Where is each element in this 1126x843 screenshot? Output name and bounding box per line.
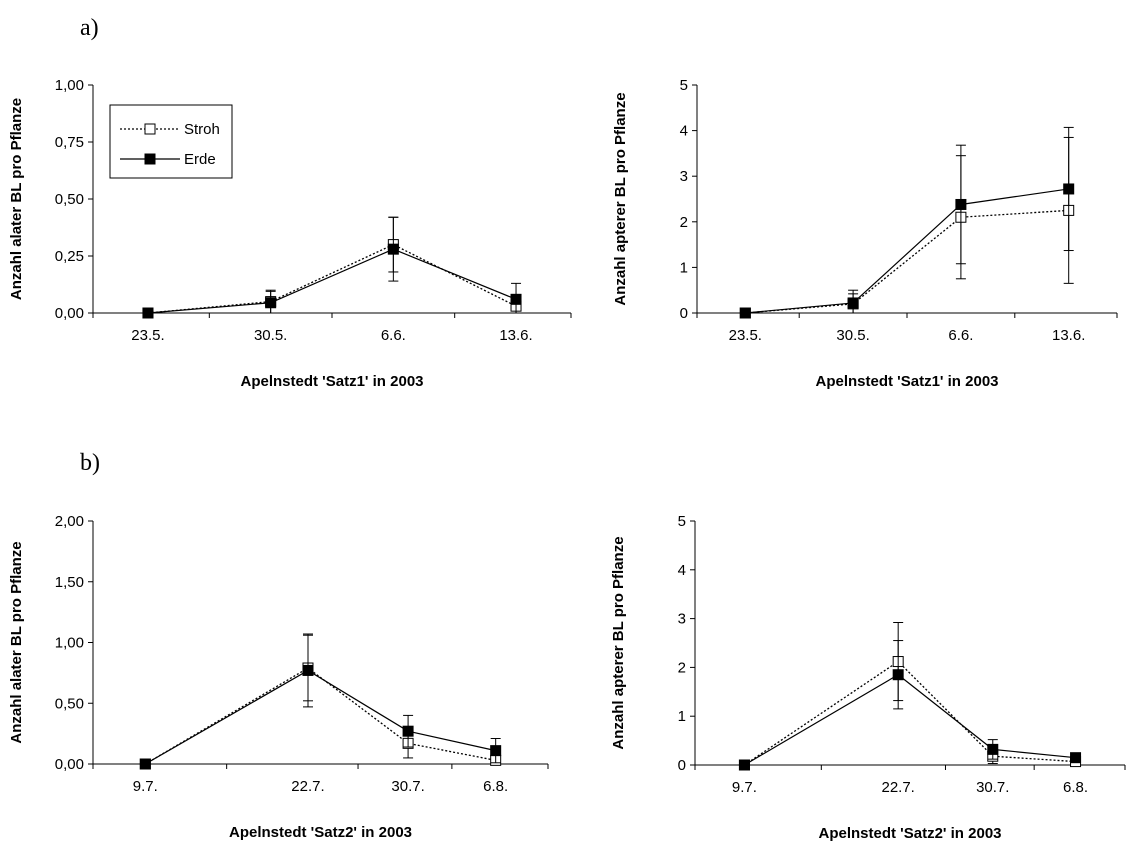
y-tick-label: 0,00 [55,756,84,773]
x-tick-label: 6.8. [483,778,508,795]
x-tick-label: 30.5. [836,327,869,344]
point-erde [1063,183,1075,195]
point-erde [302,664,314,676]
y-axis-title: Anzahl alater BL pro Pflanze [8,98,25,300]
chart-1: 0,00 0,25 0,50 0,75 1,00 23.5. 30.5. 6.6. 13.6. A… [8,77,572,390]
y-tick-label: 2,00 [55,513,84,530]
charts: 0,00 0,25 0,50 0,75 1,00 23.5. 30.5. 6.6. 13.6. A… [8,77,1126,842]
point-erde [739,307,751,319]
series-line-erde [145,669,496,765]
series-line-stroh [144,667,496,765]
x-tick-label: 6.6. [948,327,973,344]
point-erde [387,243,399,255]
x-tick-label: 30.5. [254,327,287,344]
point-erde [142,307,154,319]
y-tick-label: 1,00 [55,635,84,652]
series-stroh [739,136,1075,319]
x-tick-label: 30.7. [391,778,424,795]
point-erde [847,297,859,309]
legend-label-stroh: Stroh [184,121,220,138]
legend-label-erde: Erde [184,151,216,168]
x-axis-title: Apelnstedt 'Satz2' in 2003 [818,825,1001,842]
series-stroh [142,216,522,319]
y-tick-label: 3 [678,611,686,628]
x-tick-label: 6.6. [381,327,406,344]
legend: Stroh Erde [109,104,233,179]
panel-label-a: a) [80,15,99,41]
point-erde [139,758,151,770]
y-axis-title: Anzahl apterer BL pro Pflanze [610,536,627,749]
y-tick-label: 0,00 [55,305,84,322]
point-erde [1070,752,1082,764]
series-line-erde [147,248,517,314]
x-tick-label: 9.7. [133,778,158,795]
x-axis-title: Apelnstedt 'Satz1' in 2003 [240,373,423,390]
legend-box [109,104,233,179]
series-line-stroh [745,209,1069,314]
series-line-stroh [147,243,517,314]
series-line-erde [744,673,1076,766]
point-erde [402,725,414,737]
y-tick-label: 5 [678,513,686,530]
y-tick-label: 4 [678,562,686,579]
x-tick-label: 30.7. [976,779,1009,796]
y-tick-label: 1,00 [55,77,84,94]
series-line-stroh [744,660,1076,766]
x-tick-label: 13.6. [499,327,532,344]
series-erde [738,640,1082,771]
x-tick-label: 6.8. [1063,779,1088,796]
series-stroh [139,634,502,770]
legend-marker-erde [144,153,156,165]
y-tick-label: 2 [680,214,688,231]
y-tick-label: 1 [680,259,688,276]
y-tick-label: 0 [680,305,688,322]
panel-label-b: b) [80,450,100,476]
y-axis-title: Anzahl alater BL pro Pflanze [8,541,25,743]
y-tick-label: 0,75 [55,134,84,151]
point-erde [987,743,999,755]
series-stroh [738,622,1082,771]
y-tick-label: 1,50 [55,574,84,591]
x-tick-label: 22.7. [291,778,324,795]
x-axis-title: Apelnstedt 'Satz1' in 2003 [815,373,998,390]
y-tick-label: 0,50 [55,695,84,712]
y-tick-label: 0,50 [55,191,84,208]
series-erde [739,126,1075,319]
point-erde [510,293,522,305]
series-erde [142,216,522,319]
point-erde [738,759,750,771]
point-erde [265,297,277,309]
chart-4: 0 1 2 3 4 5 9.7. 22.7. 30.7. 6.8. Apelnstedt 'Satz… [610,513,1126,842]
x-tick-label: 23.5. [131,327,164,344]
y-tick-label: 1 [678,708,686,725]
y-tick-label: 3 [680,168,688,185]
series-line-erde [745,188,1069,314]
y-tick-label: 2 [678,659,686,676]
point-erde [892,669,904,681]
point-erde [955,198,967,210]
x-axis-title: Apelnstedt 'Satz2' in 2003 [229,824,412,841]
y-tick-label: 4 [680,123,688,140]
legend-marker-stroh [144,123,156,135]
series-erde [139,633,502,770]
x-tick-label: 22.7. [881,779,914,796]
chart-3: 0,00 0,50 1,00 1,50 2,00 9.7. 22.7. 30.7. 6.8. Ap… [8,513,549,841]
y-tick-label: 0 [678,757,686,774]
chart-2: 0 1 2 3 4 5 23.5. 30.5. 6.6. 13.6. Apelnstedt 'Sat… [612,77,1118,390]
x-tick-label: 13.6. [1052,327,1085,344]
y-tick-label: 0,25 [55,248,84,265]
x-tick-label: 9.7. [732,779,757,796]
point-erde [490,745,502,757]
y-tick-label: 5 [680,77,688,94]
y-axis-title: Anzahl apterer BL pro Pflanze [612,92,629,305]
x-tick-label: 23.5. [729,327,762,344]
